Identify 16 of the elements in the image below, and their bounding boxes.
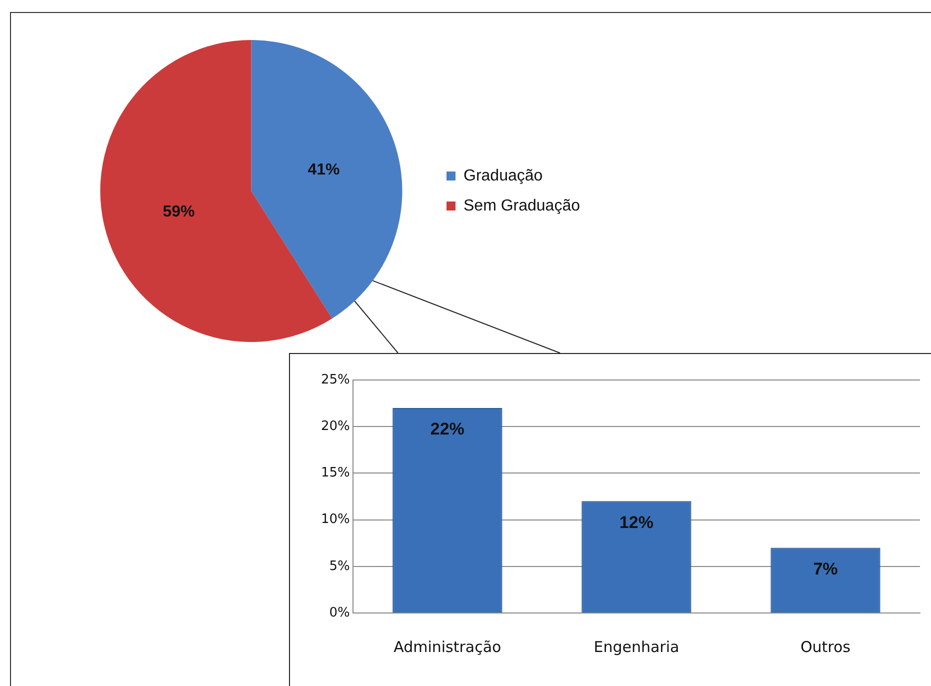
- x-tick-label: Administração: [394, 638, 502, 656]
- data-label: 22%: [430, 420, 464, 439]
- data-label: 59%: [162, 203, 195, 220]
- y-tick-label: 10%: [320, 512, 350, 528]
- legend-label: Sem Graduação: [463, 197, 580, 214]
- x-tick-label: Engenharia: [594, 638, 680, 656]
- y-tick-label: 20%: [320, 418, 350, 434]
- data-label: 12%: [619, 512, 654, 532]
- y-tick-label: 5%: [329, 558, 350, 574]
- data-label: 7%: [813, 559, 838, 578]
- y-tick-label: 25%: [320, 372, 350, 388]
- x-tick-label: Outros: [800, 638, 851, 656]
- legend-label: Graduação: [463, 167, 543, 184]
- y-tick-label: 0%: [329, 605, 350, 620]
- data-label: 41%: [308, 161, 340, 178]
- y-tick-label: 15%: [320, 466, 350, 481]
